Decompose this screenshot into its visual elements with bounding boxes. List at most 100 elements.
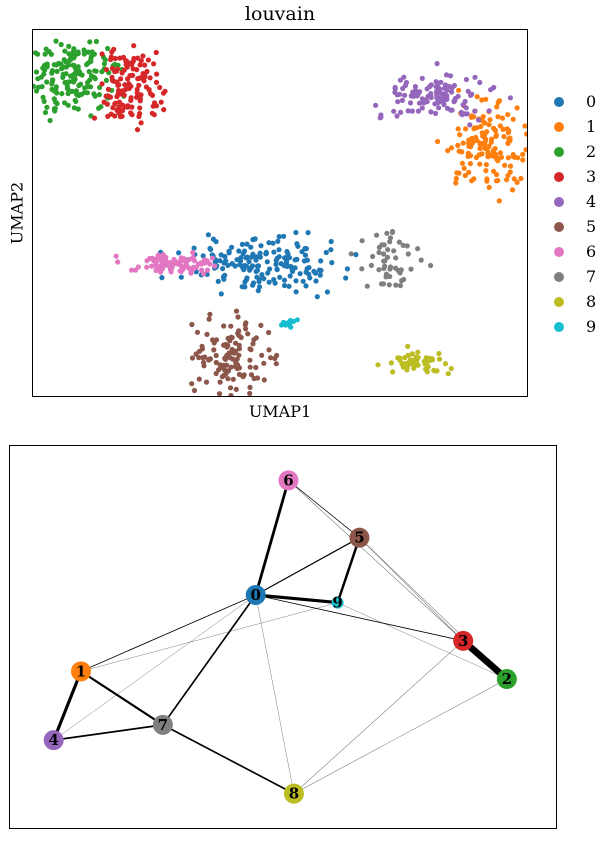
node-label: 3 bbox=[458, 632, 468, 650]
point bbox=[91, 51, 97, 57]
point bbox=[293, 289, 299, 295]
point bbox=[256, 284, 263, 290]
point bbox=[42, 109, 49, 116]
point bbox=[431, 367, 437, 373]
point bbox=[268, 355, 274, 361]
point bbox=[204, 267, 211, 273]
point bbox=[376, 249, 382, 256]
point bbox=[284, 263, 290, 269]
point bbox=[153, 103, 160, 109]
edge-0-5 bbox=[255, 537, 360, 596]
point bbox=[123, 62, 129, 68]
point bbox=[466, 140, 472, 146]
point bbox=[250, 280, 257, 286]
point bbox=[252, 236, 258, 242]
node-label: 1 bbox=[76, 662, 86, 680]
point bbox=[71, 79, 77, 85]
point bbox=[191, 258, 197, 264]
point bbox=[241, 248, 248, 254]
point bbox=[158, 99, 164, 105]
point bbox=[239, 241, 245, 247]
point bbox=[282, 255, 288, 261]
point bbox=[428, 109, 434, 115]
point bbox=[461, 165, 467, 171]
point bbox=[436, 99, 442, 105]
legend-marker bbox=[554, 271, 564, 282]
point bbox=[201, 359, 207, 366]
legend-item: 0 bbox=[548, 89, 596, 114]
point bbox=[247, 364, 253, 370]
cluster-1-points bbox=[435, 87, 527, 204]
point bbox=[286, 283, 292, 289]
point bbox=[274, 352, 280, 359]
point bbox=[44, 79, 50, 85]
point bbox=[484, 176, 490, 182]
point bbox=[456, 148, 462, 154]
point bbox=[228, 334, 234, 340]
point bbox=[137, 111, 143, 117]
point bbox=[136, 82, 142, 88]
point bbox=[373, 102, 379, 108]
point bbox=[129, 104, 135, 110]
point bbox=[62, 48, 68, 54]
point bbox=[433, 84, 439, 90]
point bbox=[411, 93, 417, 99]
point bbox=[514, 105, 520, 111]
point bbox=[207, 311, 213, 317]
point bbox=[387, 235, 394, 241]
point bbox=[424, 369, 430, 375]
point bbox=[486, 108, 492, 114]
point bbox=[435, 138, 441, 145]
point bbox=[407, 100, 414, 106]
point bbox=[477, 145, 483, 152]
point bbox=[384, 230, 390, 236]
point bbox=[99, 51, 105, 57]
point bbox=[81, 51, 87, 57]
point bbox=[480, 114, 486, 120]
point bbox=[266, 240, 272, 246]
point bbox=[233, 386, 239, 392]
legend-marker bbox=[554, 146, 564, 157]
point bbox=[142, 62, 148, 68]
point bbox=[151, 61, 157, 67]
point bbox=[227, 385, 234, 391]
point bbox=[228, 323, 234, 329]
point bbox=[469, 178, 475, 184]
point bbox=[425, 93, 431, 99]
point bbox=[221, 367, 228, 373]
point bbox=[189, 381, 195, 387]
point bbox=[397, 270, 403, 276]
point bbox=[128, 97, 134, 103]
point bbox=[68, 54, 74, 60]
edge-1-4 bbox=[52, 670, 83, 741]
legend-label: 2 bbox=[586, 142, 597, 161]
point bbox=[47, 117, 53, 124]
point bbox=[415, 108, 421, 114]
point bbox=[436, 356, 443, 362]
point bbox=[466, 169, 472, 175]
point bbox=[478, 123, 484, 130]
point bbox=[479, 151, 485, 157]
legend-item: 7 bbox=[548, 264, 596, 289]
point bbox=[504, 177, 510, 183]
legend-item: 4 bbox=[548, 189, 596, 214]
point bbox=[263, 249, 269, 255]
point bbox=[196, 348, 202, 354]
point bbox=[253, 257, 259, 263]
point bbox=[300, 278, 306, 284]
point bbox=[353, 252, 359, 258]
point bbox=[40, 65, 46, 71]
point bbox=[236, 248, 242, 254]
point bbox=[511, 176, 517, 182]
point bbox=[200, 271, 207, 277]
point bbox=[303, 283, 309, 289]
point bbox=[59, 91, 65, 97]
point bbox=[397, 77, 403, 83]
point bbox=[444, 93, 450, 99]
edge-4-7 bbox=[53, 723, 164, 742]
point bbox=[416, 100, 423, 106]
point bbox=[84, 90, 90, 96]
legend-label: 7 bbox=[586, 267, 597, 286]
node-label: 0 bbox=[250, 586, 260, 604]
point bbox=[376, 267, 382, 273]
